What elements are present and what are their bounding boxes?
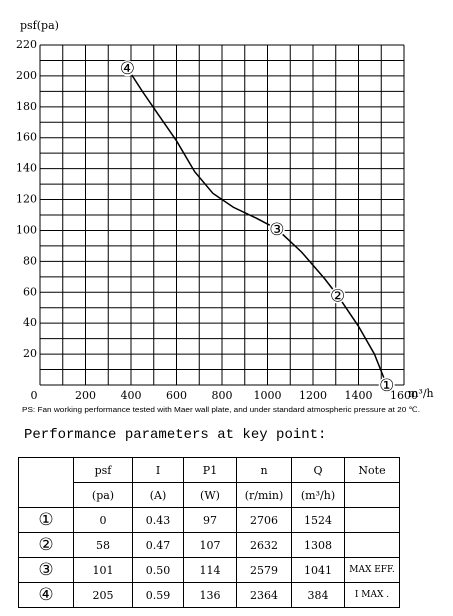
parameter-table: psf I P1 n Q Note (pa) (A) (W) (r/min) (m³/h) ① 0 0.4…: [18, 457, 400, 608]
table-cell: n: [236, 457, 292, 483]
table-cell: ①: [18, 507, 74, 533]
table-cell: 0.50: [132, 557, 184, 583]
table-cell: 2706: [236, 507, 292, 533]
key-point-label: ①: [379, 376, 394, 396]
table-cell: 114: [183, 557, 237, 583]
chart: psf(pa) m³/h PS: Fan working performance…: [16, 19, 434, 414]
y-axis-label: psf(pa): [20, 19, 59, 32]
table-cell: (pa): [73, 482, 133, 508]
table-cell: 1308: [291, 532, 345, 558]
table-cell: (m³/h): [291, 482, 345, 508]
table-row: psf I P1 n Q Note: [18, 457, 400, 508]
y-tick-label: 80: [23, 254, 37, 267]
y-tick-label: 40: [23, 316, 37, 329]
y-tick-label: 60: [23, 285, 37, 298]
table-row: ① 0 0.43 97 2706 1524: [18, 507, 400, 533]
table-cell: 107: [183, 532, 237, 558]
table-cell: (r/min): [236, 482, 292, 508]
table-cell: Q: [291, 457, 345, 483]
key-point-label: ④: [120, 59, 135, 79]
x-tick-label: 1000: [254, 389, 282, 402]
key-point-bg: [268, 220, 285, 237]
table-cell: I MAX .: [344, 582, 400, 608]
heading: Performance parameters at key point:: [24, 427, 327, 443]
y-tick-label: 180: [16, 100, 37, 113]
table-cell: MAX EFF.: [344, 557, 400, 583]
table-cell: 136: [183, 582, 237, 608]
x-tick-label: 1200: [299, 389, 327, 402]
table-cell: 2579: [236, 557, 292, 583]
table-cell: 0.47: [132, 532, 184, 558]
y-tick-label: 120: [16, 193, 37, 206]
x-tick-label: 200: [75, 389, 96, 402]
table-cell: 0.59: [132, 582, 184, 608]
table-cell: 1041: [291, 557, 345, 583]
table-cell: I: [132, 457, 184, 483]
x-tick-label: 1400: [345, 389, 373, 402]
table-cell: 58: [73, 532, 133, 558]
x-tick-label: 0: [31, 389, 38, 402]
table-cell: ③: [18, 557, 74, 583]
table-row: ② 58 0.47 107 2632 1308: [18, 532, 400, 558]
table-cell: (W): [183, 482, 237, 508]
table-cell: 1524: [291, 507, 345, 533]
table-cell: ②: [18, 532, 74, 558]
table-cell: Note: [344, 457, 400, 483]
table-cell: 101: [73, 557, 133, 583]
y-tick-label: 220: [16, 38, 37, 51]
table-cell: [344, 482, 400, 508]
table-cell: 97: [183, 507, 237, 533]
y-tick-label: 140: [16, 162, 37, 175]
table-cell: P1: [183, 457, 237, 483]
x-tick-label: 600: [166, 389, 187, 402]
table-cell: psf: [73, 457, 133, 483]
key-point-bg: [378, 377, 395, 393]
table-row: ③ 101 0.50 114 2579 1041 MAX EFF.: [18, 557, 400, 583]
key-point-bg: [329, 287, 346, 304]
x-tick-label: 400: [121, 389, 142, 402]
y-tick-label: 160: [16, 131, 37, 144]
table-row: (pa) (A) (W) (r/min) (m³/h): [19, 482, 400, 508]
table-cell: [344, 532, 400, 558]
key-point-label: ②: [330, 286, 345, 306]
table-cell: 384: [291, 582, 345, 608]
table-cell: 2364: [236, 582, 292, 608]
table-cell: 0: [73, 507, 133, 533]
table-cell: ④: [18, 582, 74, 608]
y-tick-label: 200: [16, 69, 37, 82]
table-cell: 0.43: [132, 507, 184, 533]
table-cell: 2632: [236, 532, 292, 558]
x-tick-label: 800: [212, 389, 233, 402]
y-tick-label: 20: [23, 347, 37, 360]
x-tick-label: 1600: [390, 389, 418, 402]
note: PS: Fan working performance tested with …: [22, 405, 420, 414]
table-row: ④ 205 0.59 136 2364 384 I MAX .: [18, 582, 400, 608]
key-point-label: ③: [269, 220, 284, 240]
table-cell: [344, 507, 400, 533]
y-tick-label: 100: [16, 223, 37, 236]
x-axis-label: m³/h: [408, 387, 434, 400]
table-cell: [18, 457, 74, 508]
curve: [126, 67, 388, 386]
table-cell: (A): [132, 482, 184, 508]
table-cell: 205: [73, 582, 133, 608]
key-point-bg: [119, 60, 136, 77]
